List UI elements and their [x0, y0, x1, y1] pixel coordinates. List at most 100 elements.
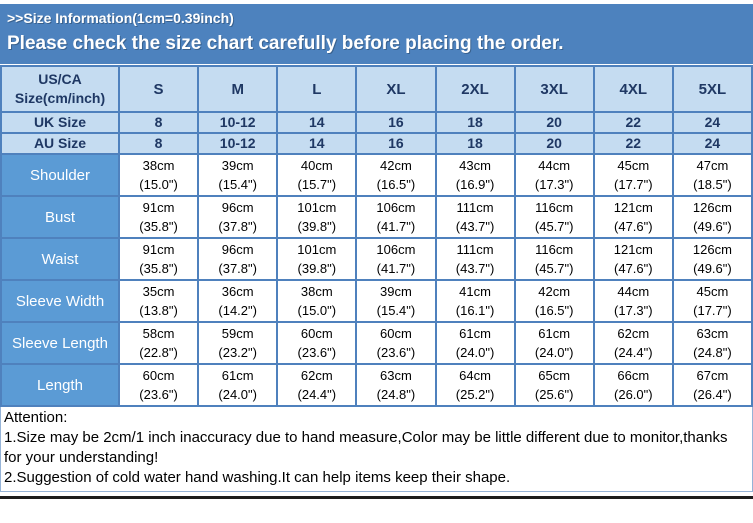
measurement-value: 111cm (43.7")	[434, 237, 516, 281]
attention-note-2: 2.Suggestion of cold water hand washing.…	[4, 469, 511, 486]
measurement-value: 64cm (25.2")	[434, 363, 516, 407]
measurement-value: 44cm (17.3")	[513, 153, 595, 197]
measurement-value: 126cm (49.6")	[671, 195, 753, 239]
intl-size-value: 10-12	[197, 132, 279, 155]
measurement-value: 40cm (15.7")	[276, 153, 358, 197]
measurement-label: Shoulder	[0, 153, 120, 197]
measurement-value: 35cm (13.8")	[117, 279, 200, 323]
measurement-value: 62cm (24.4")	[276, 363, 358, 407]
intl-size-value: 8	[117, 111, 200, 134]
intl-size-row: AU Size 8 10-12 14 16 18 20 22 24	[0, 132, 753, 155]
measurement-value: 59cm (23.2")	[197, 321, 279, 365]
measurement-value: 44cm (17.3")	[592, 279, 674, 323]
intl-size-value: 22	[592, 111, 674, 134]
measurement-value: 38cm (15.0")	[117, 153, 200, 197]
bottom-divider	[0, 496, 753, 499]
measurement-value: 45cm (17.7")	[592, 153, 674, 197]
measurement-value: 96cm (37.8")	[197, 237, 279, 281]
measurement-value: 91cm (35.8")	[117, 237, 200, 281]
measurement-value: 106cm (41.7")	[355, 237, 437, 281]
measurement-value: 47cm (18.5")	[671, 153, 753, 197]
measurement-value: 60cm (23.6")	[355, 321, 437, 365]
measurement-value: 65cm (25.6")	[513, 363, 595, 407]
intl-size-value: 16	[355, 132, 437, 155]
size-column-header: XL	[355, 65, 437, 113]
size-column-header: M	[197, 65, 279, 113]
measurement-value: 45cm (17.7")	[671, 279, 753, 323]
measurement-row: Sleeve Length 58cm (22.8") 59cm (23.2") 60cm(…	[0, 321, 753, 365]
measurement-value: 38cm (15.0")	[276, 279, 358, 323]
measurement-row: Bust 91cm (35.8") 96cm (37.8") 101cm (39.8") 10…	[0, 195, 753, 239]
measurement-value: 42cm (16.5")	[355, 153, 437, 197]
measurement-value: 101cm (39.8")	[276, 237, 358, 281]
size-info-banner: >>Size Information(1cm=0.39inch) Please …	[0, 4, 753, 64]
attention-note-1: 1.Size may be 2cm/1 inch inaccuracy due …	[4, 429, 728, 466]
intl-size-value: 24	[671, 132, 753, 155]
measurement-value: 111cm (43.7")	[434, 195, 516, 239]
intl-size-value: 14	[276, 111, 358, 134]
measurement-value: 63cm (24.8")	[671, 321, 753, 365]
intl-size-value: 8	[117, 132, 200, 155]
measurement-value: 91cm (35.8")	[117, 195, 200, 239]
measurement-value: 61cm (24.0")	[513, 321, 595, 365]
measurement-value: 116cm (45.7")	[513, 195, 595, 239]
size-header-row: US/CA Size(cm/inch) S M L XL 2XL 3XL 4XL 5XL	[0, 65, 753, 113]
intl-size-value: 20	[513, 111, 595, 134]
size-column-header: S	[117, 65, 200, 113]
measurement-value: 126cm (49.6")	[671, 237, 753, 281]
measurement-row: Shoulder 38cm (15.0") 39cm (15.4") 40cm (15.7"…	[0, 153, 753, 197]
size-column-header: 5XL	[671, 65, 753, 113]
intl-size-value: 20	[513, 132, 595, 155]
measurement-value: 42cm (16.5")	[513, 279, 595, 323]
measurement-value: 121cm (47.6")	[592, 195, 674, 239]
size-column-header: 4XL	[592, 65, 674, 113]
measurement-value: 61cm (24.0")	[197, 363, 279, 407]
measurement-value: 67cm (26.4")	[671, 363, 753, 407]
intl-size-value: 24	[671, 111, 753, 134]
measurement-value: 39cm (15.4")	[355, 279, 437, 323]
measurement-value: 121cm (47.6")	[592, 237, 674, 281]
size-column-header: 2XL	[434, 65, 516, 113]
measurement-value: 66cm (26.0")	[592, 363, 674, 407]
intl-size-value: 10-12	[197, 111, 279, 134]
corner-header-cell: US/CA Size(cm/inch)	[0, 65, 120, 113]
intl-size-value: 18	[434, 111, 516, 134]
size-column-header: L	[276, 65, 358, 113]
measurement-value: 96cm (37.8")	[197, 195, 279, 239]
measurement-value: 39cm (15.4")	[197, 153, 279, 197]
measurement-label: Bust	[0, 195, 120, 239]
measurement-label: Sleeve Width	[0, 279, 120, 323]
intl-size-row: UK Size 8 10-12 14 16 18 20 22 24	[0, 111, 753, 134]
intl-size-value: 18	[434, 132, 516, 155]
measurement-value: 101cm (39.8")	[276, 195, 358, 239]
size-chart-warning: Please check the size chart carefully be…	[7, 33, 564, 54]
measurement-value: 41cm (16.1")	[434, 279, 516, 323]
measurement-value: 106cm (41.7")	[355, 195, 437, 239]
measurement-label: Length	[0, 363, 120, 407]
intl-size-value: 22	[592, 132, 674, 155]
measurement-value: 61cm (24.0")	[434, 321, 516, 365]
measurement-value: 36cm (14.2")	[197, 279, 279, 323]
size-info-title: >>Size Information(1cm=0.39inch)	[7, 10, 234, 26]
intl-size-value: 14	[276, 132, 358, 155]
intl-size-label: AU Size	[0, 132, 120, 155]
measurement-value: 62cm (24.4")	[592, 321, 674, 365]
measurement-value: 116cm (45.7")	[513, 237, 595, 281]
measurement-row: Length 60cm (23.6") 61cm (24.0") 62cm (24.4") 6…	[0, 363, 753, 407]
measurement-value: 60cm (23.6")	[117, 363, 200, 407]
measurement-value: 58cm (22.8")	[117, 321, 200, 365]
measurement-label: Waist	[0, 237, 120, 281]
measurement-value: 63cm (24.8")	[355, 363, 437, 407]
intl-size-value: 16	[355, 111, 437, 134]
measurement-label: Sleeve Length	[0, 321, 120, 365]
measurement-value: 43cm (16.9")	[434, 153, 516, 197]
measurement-row: Waist 91cm (35.8") 96cm (37.8") 101cm (39.8") 1…	[0, 237, 753, 281]
size-chart-table: US/CA Size(cm/inch) S M L XL 2XL 3XL 4XL 5XL UK Si…	[0, 65, 753, 407]
attention-box: Attention: 1.Size may be 2cm/1 inch inac…	[0, 407, 753, 492]
measurement-value: 60cm (23.6")	[276, 321, 358, 365]
attention-heading: Attention:	[4, 409, 68, 426]
size-column-header: 3XL	[513, 65, 595, 113]
measurement-row: Sleeve Width 35cm (13.8") 36cm (14.2") 38cm (1…	[0, 279, 753, 323]
intl-size-label: UK Size	[0, 111, 120, 134]
